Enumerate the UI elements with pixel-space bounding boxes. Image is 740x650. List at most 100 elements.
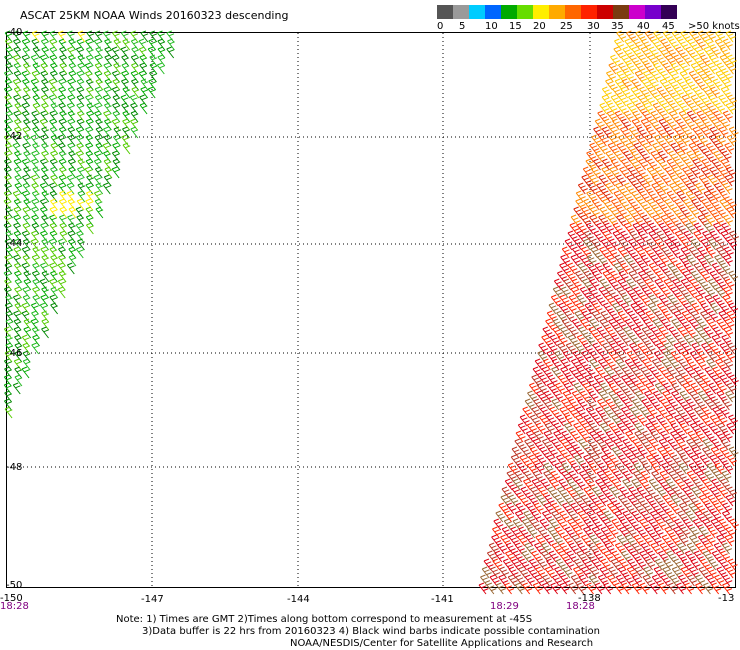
wind-barb bbox=[631, 46, 642, 59]
wind-barb bbox=[726, 422, 737, 435]
wind-barb bbox=[566, 302, 577, 315]
wind-barb bbox=[720, 86, 731, 99]
wind-barb bbox=[512, 550, 523, 563]
wind-barb bbox=[619, 486, 630, 499]
wind-barb bbox=[671, 390, 682, 403]
wind-barb bbox=[76, 38, 85, 51]
wind-barb bbox=[707, 174, 718, 187]
wind-barb bbox=[671, 30, 682, 43]
wind-barb bbox=[647, 158, 658, 171]
wind-barb bbox=[616, 30, 627, 43]
wind-barb bbox=[536, 494, 547, 507]
wind-barb bbox=[712, 366, 723, 379]
wind-barb bbox=[600, 310, 611, 323]
wind-barb bbox=[614, 582, 624, 595]
wind-barb bbox=[581, 278, 592, 291]
wind-barb bbox=[707, 422, 718, 435]
wind-barb bbox=[603, 550, 614, 563]
wind-barb bbox=[631, 118, 642, 131]
wind-barb bbox=[4, 54, 12, 67]
wind-barb bbox=[140, 30, 149, 43]
wind-barb bbox=[615, 462, 626, 475]
wind-barb bbox=[12, 54, 21, 67]
wind-barb bbox=[628, 414, 639, 427]
wind-barb bbox=[111, 70, 120, 83]
wind-barb bbox=[657, 406, 668, 419]
wind-barb bbox=[504, 510, 515, 523]
wind-barb bbox=[13, 214, 21, 227]
wind-barb bbox=[573, 382, 584, 395]
wind-barb bbox=[66, 174, 75, 187]
wind-barb bbox=[623, 542, 634, 555]
wind-barb bbox=[584, 550, 595, 563]
wind-barb bbox=[612, 118, 622, 131]
wind-barb bbox=[556, 270, 567, 283]
wind-barb bbox=[663, 278, 674, 291]
wind-barb bbox=[104, 166, 113, 179]
wind-barb bbox=[707, 350, 718, 363]
wind-barb bbox=[583, 198, 594, 211]
wind-barb bbox=[658, 118, 669, 131]
wind-barb bbox=[553, 430, 564, 443]
wind-barb bbox=[130, 126, 139, 139]
wind-barb bbox=[640, 542, 651, 555]
wind-barb bbox=[3, 222, 12, 235]
wind-barb bbox=[714, 574, 725, 587]
wind-barb bbox=[75, 134, 84, 147]
wind-barb bbox=[629, 54, 639, 67]
wind-barb bbox=[546, 310, 557, 323]
wind-barb bbox=[608, 454, 619, 467]
wind-barb bbox=[597, 254, 608, 267]
wind-barb bbox=[86, 46, 94, 59]
wind-barb bbox=[635, 382, 646, 395]
legend-label-6: 30 bbox=[587, 21, 600, 32]
wind-barb bbox=[40, 38, 49, 51]
wind-barb bbox=[661, 358, 672, 371]
wind-barb bbox=[606, 254, 617, 267]
wind-barb bbox=[120, 30, 129, 43]
wind-barb bbox=[726, 310, 737, 323]
wind-barb bbox=[85, 222, 94, 235]
wind-barb bbox=[665, 478, 676, 491]
wind-barb bbox=[581, 422, 592, 435]
wind-barb bbox=[555, 454, 566, 467]
wind-barb bbox=[623, 574, 634, 587]
wind-barb bbox=[130, 102, 138, 115]
wind-barb bbox=[642, 534, 653, 547]
wind-barb bbox=[67, 78, 75, 91]
wind-barb bbox=[103, 158, 112, 171]
wind-barb bbox=[705, 142, 716, 155]
wind-barb bbox=[673, 54, 684, 67]
wind-barb bbox=[728, 126, 739, 139]
wind-barb bbox=[679, 102, 690, 115]
wind-barb bbox=[719, 190, 730, 203]
wind-barb bbox=[675, 262, 686, 275]
wind-barb bbox=[131, 46, 140, 59]
wind-barb bbox=[618, 414, 629, 427]
wind-barb bbox=[522, 406, 533, 419]
wind-barb bbox=[67, 214, 75, 227]
wind-barb bbox=[674, 334, 685, 347]
wind-barb bbox=[669, 574, 680, 587]
wind-barb bbox=[68, 54, 76, 67]
wind-barb bbox=[12, 382, 21, 395]
wind-barb bbox=[525, 430, 536, 443]
wind-barb bbox=[614, 326, 625, 339]
wind-barb bbox=[534, 462, 545, 475]
wind-barb bbox=[22, 206, 31, 219]
wind-barb bbox=[582, 382, 593, 395]
wind-barb bbox=[571, 462, 581, 475]
wind-barb bbox=[656, 230, 667, 243]
wind-barb bbox=[13, 62, 22, 75]
wind-barb bbox=[21, 230, 30, 243]
wind-barb bbox=[31, 342, 40, 355]
wind-barb bbox=[712, 110, 723, 123]
wind-barb bbox=[488, 542, 499, 555]
wind-barb bbox=[725, 526, 736, 539]
wind-barb bbox=[149, 62, 158, 75]
wind-barb bbox=[40, 110, 49, 123]
wind-barb bbox=[672, 526, 683, 539]
wind-barb bbox=[654, 382, 665, 395]
wind-barb bbox=[721, 150, 732, 163]
wind-barb bbox=[698, 526, 709, 539]
